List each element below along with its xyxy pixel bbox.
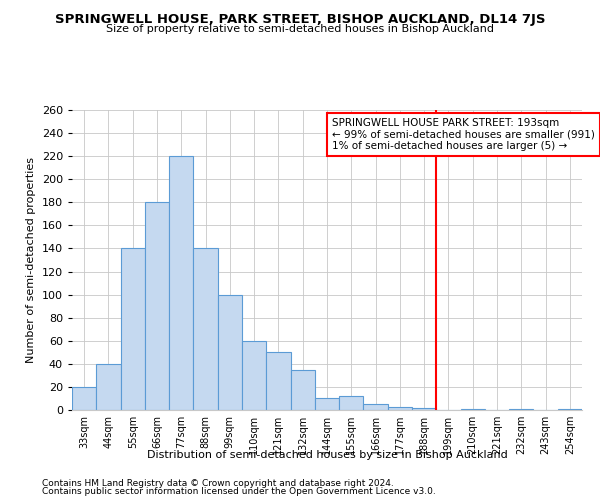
- Bar: [290, 370, 315, 410]
- Bar: [461, 409, 485, 410]
- Text: SPRINGWELL HOUSE PARK STREET: 193sqm
← 99% of semi-detached houses are smaller (: SPRINGWELL HOUSE PARK STREET: 193sqm ← 9…: [332, 118, 595, 152]
- Bar: [509, 409, 533, 410]
- Bar: [145, 202, 169, 410]
- Text: Size of property relative to semi-detached houses in Bishop Auckland: Size of property relative to semi-detach…: [106, 24, 494, 34]
- Bar: [388, 406, 412, 410]
- Bar: [266, 352, 290, 410]
- Bar: [218, 294, 242, 410]
- Bar: [412, 408, 436, 410]
- Text: Contains HM Land Registry data © Crown copyright and database right 2024.: Contains HM Land Registry data © Crown c…: [42, 478, 394, 488]
- Y-axis label: Number of semi-detached properties: Number of semi-detached properties: [26, 157, 36, 363]
- Bar: [121, 248, 145, 410]
- Bar: [169, 156, 193, 410]
- Text: Contains public sector information licensed under the Open Government Licence v3: Contains public sector information licen…: [42, 487, 436, 496]
- Bar: [96, 364, 121, 410]
- Text: Distribution of semi-detached houses by size in Bishop Auckland: Distribution of semi-detached houses by …: [146, 450, 508, 460]
- Bar: [339, 396, 364, 410]
- Bar: [315, 398, 339, 410]
- Bar: [193, 248, 218, 410]
- Bar: [364, 404, 388, 410]
- Bar: [558, 409, 582, 410]
- Text: SPRINGWELL HOUSE, PARK STREET, BISHOP AUCKLAND, DL14 7JS: SPRINGWELL HOUSE, PARK STREET, BISHOP AU…: [55, 12, 545, 26]
- Bar: [72, 387, 96, 410]
- Bar: [242, 341, 266, 410]
